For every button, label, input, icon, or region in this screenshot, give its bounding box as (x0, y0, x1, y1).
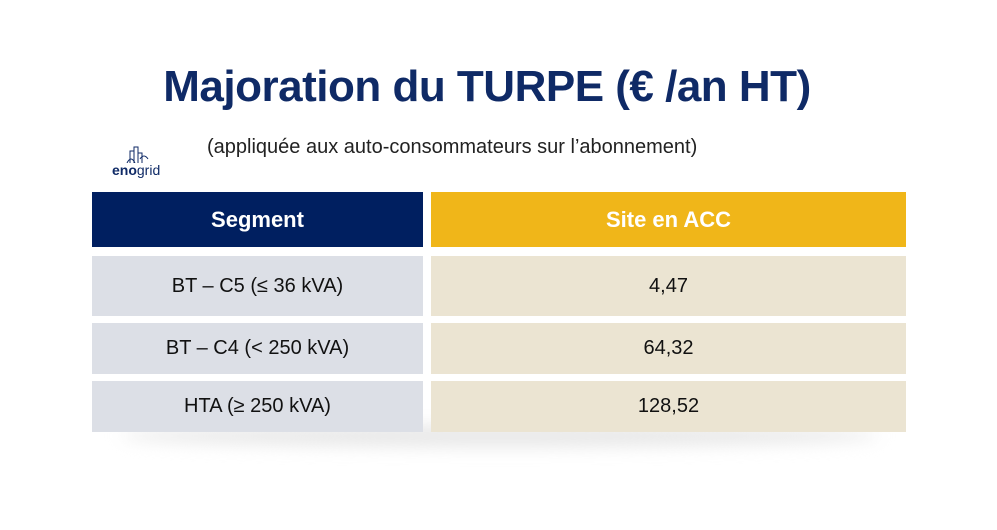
row-segment: HTA (≥ 250 kVA) (92, 381, 423, 432)
enogrid-logo: enogrid (112, 145, 172, 181)
page-subtitle: (appliquée aux auto-consommateurs sur l’… (207, 136, 698, 158)
logo-text-bold: eno (112, 162, 137, 178)
row-segment: BT – C4 (< 250 kVA) (92, 323, 423, 374)
header-site-acc: Site en ACC (431, 192, 906, 247)
page-title: Majoration du TURPE (€ /an HT) (163, 62, 811, 111)
logo-text-light: grid (136, 162, 161, 178)
buildings-icon (126, 146, 149, 163)
row-value: 4,47 (431, 256, 906, 316)
row-segment: BT – C5 (≤ 36 kVA) (92, 256, 423, 316)
header-segment: Segment (92, 192, 423, 247)
row-value: 128,52 (431, 381, 906, 432)
row-value: 64,32 (431, 323, 906, 374)
